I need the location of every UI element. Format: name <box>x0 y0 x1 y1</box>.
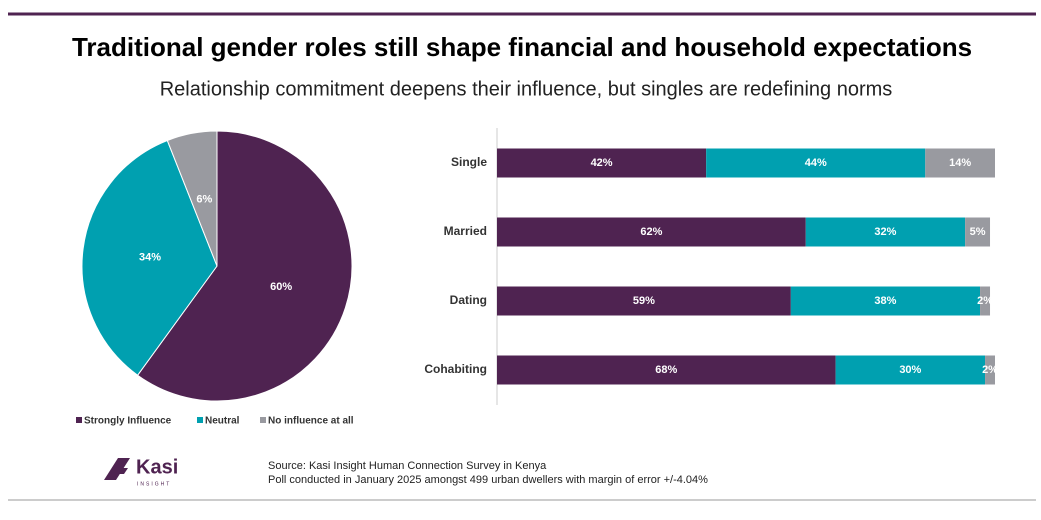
legend-label: Strongly Influence <box>84 416 172 427</box>
logo-text: Kasi <box>136 456 178 478</box>
bar-segment <box>497 355 836 385</box>
bar-segment <box>790 286 981 316</box>
bar-segment <box>497 148 707 178</box>
title: Traditional gender roles still shape fin… <box>72 32 972 62</box>
bar-label: 14% <box>949 157 971 169</box>
subtitle: Relationship commitment deepens their in… <box>160 78 893 100</box>
slice-label: 60% <box>270 281 292 293</box>
bar-segment <box>497 217 806 247</box>
slice-label: 34% <box>139 251 161 263</box>
bar-label: 62% <box>640 226 662 238</box>
pie-slice <box>81 139 218 376</box>
bar-segment <box>497 286 791 316</box>
logo-subtext: INSIGHT <box>137 481 171 487</box>
category-label: Cohabiting <box>424 362 487 376</box>
bar-label: 2% <box>982 364 998 376</box>
bar-segment <box>965 217 991 247</box>
category-label: Single <box>451 155 487 169</box>
note: Poll conducted in January 2025 amongst 4… <box>268 474 708 486</box>
bar-label: 5% <box>970 226 986 238</box>
pie-slice <box>166 130 218 267</box>
bar-label: 30% <box>899 364 921 376</box>
bar-label: 2% <box>977 295 993 307</box>
category-label: Married <box>444 224 487 238</box>
legend-swatch <box>76 417 82 423</box>
bar-label: 44% <box>805 157 827 169</box>
source: Source: Kasi Insight Human Connection Su… <box>268 460 547 472</box>
bar-label: 42% <box>591 157 613 169</box>
slice-label: 6% <box>196 194 212 206</box>
bar-segment <box>805 217 966 247</box>
legend-label: No influence at all <box>268 416 354 427</box>
bar-label: 68% <box>655 364 677 376</box>
logo: Kasi INSIGHT <box>104 456 178 487</box>
bar-segment <box>925 148 995 178</box>
bar-segment <box>980 286 991 316</box>
bar-label: 32% <box>874 226 896 238</box>
bar-label: 38% <box>874 295 896 307</box>
legend-swatch <box>197 417 203 423</box>
bar-segment <box>985 355 995 385</box>
category-label: Dating <box>450 293 487 307</box>
logo-mark <box>104 458 130 480</box>
legend-swatch <box>260 417 266 423</box>
bar-segment <box>835 355 986 385</box>
legend-label: Neutral <box>205 416 240 427</box>
bar-segment <box>706 148 926 178</box>
pie-slice <box>136 130 353 402</box>
bar-label: 59% <box>633 295 655 307</box>
